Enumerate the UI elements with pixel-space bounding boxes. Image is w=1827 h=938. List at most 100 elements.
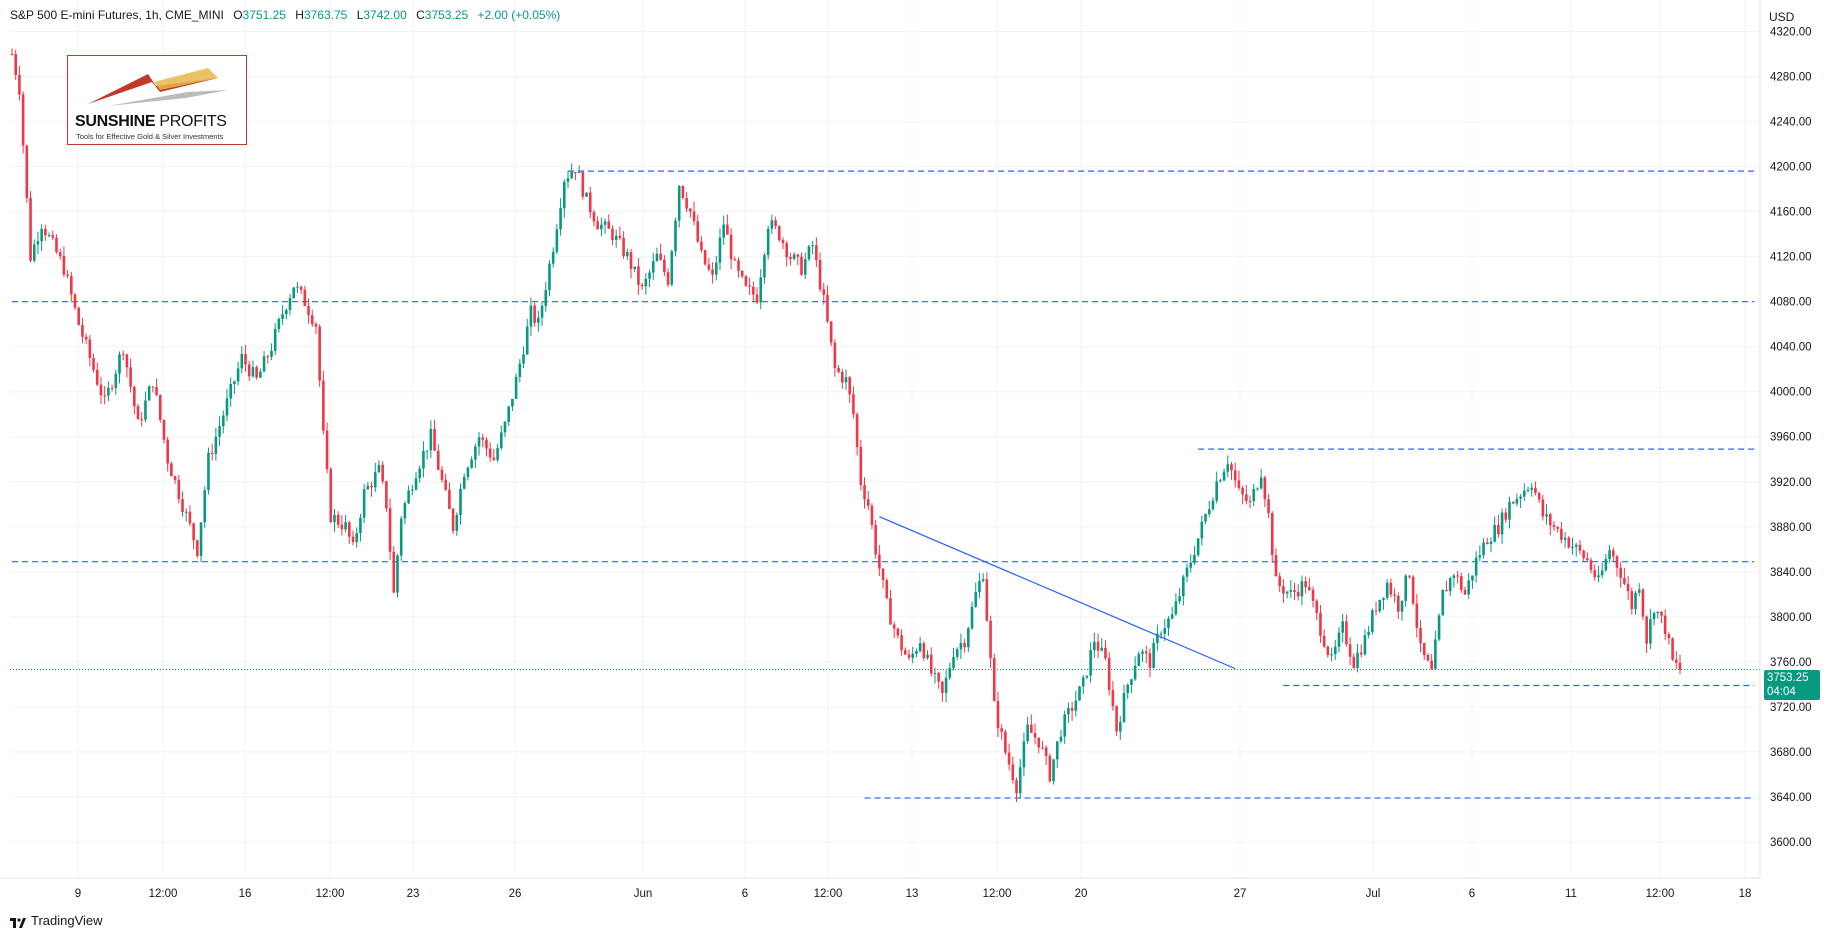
candle-body bbox=[1304, 581, 1307, 588]
candle-body bbox=[1333, 646, 1337, 655]
candle-body bbox=[255, 367, 258, 378]
trendline bbox=[879, 516, 1236, 670]
candle-body bbox=[292, 287, 296, 299]
tradingview-footer[interactable]: TradingView bbox=[10, 913, 103, 928]
candle-body bbox=[1126, 684, 1130, 693]
candle-body bbox=[499, 432, 503, 449]
high-label: H bbox=[295, 8, 304, 22]
candle-body bbox=[666, 272, 670, 285]
candle-body bbox=[785, 243, 788, 257]
candle-body bbox=[1007, 752, 1011, 765]
candle-body bbox=[1211, 500, 1215, 510]
candle-body bbox=[233, 381, 236, 385]
candle-body bbox=[722, 224, 725, 238]
candle-body bbox=[1415, 603, 1419, 628]
candle-body bbox=[789, 256, 792, 259]
candle-body bbox=[84, 336, 88, 340]
candle-body bbox=[192, 523, 195, 541]
x-tick-label: 16 bbox=[239, 888, 252, 900]
candle-body bbox=[978, 581, 981, 593]
x-tick-label: 23 bbox=[407, 888, 420, 900]
candle-body bbox=[281, 314, 284, 319]
candle-body bbox=[933, 672, 937, 674]
candle-body bbox=[614, 235, 618, 240]
candle-body bbox=[284, 310, 288, 315]
candle-body bbox=[855, 414, 859, 447]
candle-body bbox=[1256, 488, 1259, 490]
candle-body bbox=[1104, 647, 1107, 659]
y-tick-label: 3920.00 bbox=[1770, 477, 1812, 489]
candle-body bbox=[92, 358, 95, 370]
candle-body bbox=[781, 240, 785, 244]
candle-body bbox=[1485, 542, 1489, 545]
candle-body bbox=[10, 54, 14, 56]
candle-body bbox=[184, 511, 188, 513]
candle-body bbox=[885, 580, 889, 599]
y-tick-label: 4160.00 bbox=[1770, 207, 1812, 219]
trendline-segment bbox=[879, 516, 1236, 670]
candle-body bbox=[618, 235, 622, 239]
candle-body bbox=[1319, 613, 1322, 636]
candle-body bbox=[1215, 481, 1218, 501]
candle-body bbox=[1044, 747, 1048, 756]
candle-body bbox=[466, 467, 470, 477]
candle-body bbox=[162, 419, 166, 440]
candle-body bbox=[1233, 470, 1237, 481]
candle-body bbox=[29, 197, 32, 261]
candle-body bbox=[752, 286, 755, 295]
candle-body bbox=[1259, 477, 1263, 489]
candle-body bbox=[707, 264, 711, 270]
x-tick-label: 18 bbox=[1739, 888, 1752, 900]
candle-body bbox=[259, 371, 262, 378]
candle-body bbox=[551, 251, 555, 264]
candle-body bbox=[1156, 633, 1159, 644]
candle-body bbox=[1541, 499, 1545, 517]
candle-body bbox=[1270, 512, 1274, 556]
candle-body bbox=[488, 448, 492, 458]
candle-body bbox=[1478, 555, 1482, 558]
candle-body bbox=[1393, 594, 1396, 596]
candle-body bbox=[603, 221, 607, 225]
candle-body bbox=[236, 368, 240, 382]
x-tick-label: 6 bbox=[1469, 888, 1475, 900]
candle-body bbox=[518, 363, 522, 377]
candle-body bbox=[1226, 464, 1230, 472]
candle-body bbox=[355, 533, 359, 543]
candle-body bbox=[1530, 487, 1534, 490]
candle-body bbox=[1463, 589, 1467, 595]
candle-body bbox=[481, 437, 485, 440]
candle-body bbox=[1000, 728, 1003, 732]
candle-body bbox=[1159, 633, 1163, 635]
candle-body bbox=[726, 224, 729, 235]
x-tick-label: 12:00 bbox=[983, 888, 1012, 900]
candle-body bbox=[73, 294, 77, 308]
candle-body bbox=[1111, 689, 1115, 707]
candle-body bbox=[1289, 590, 1293, 592]
candle-body bbox=[392, 551, 396, 593]
candle-body bbox=[922, 643, 926, 659]
candle-body bbox=[1282, 586, 1285, 594]
candle-body bbox=[1456, 575, 1459, 577]
candle-body bbox=[626, 251, 629, 257]
candle-body bbox=[878, 554, 881, 569]
candle-body bbox=[181, 499, 184, 513]
candle-body bbox=[1548, 514, 1552, 526]
candle-body bbox=[514, 376, 518, 399]
candle-body bbox=[436, 450, 440, 470]
candle-body bbox=[651, 261, 655, 273]
candle-body bbox=[1141, 651, 1144, 654]
candle-body bbox=[1152, 643, 1155, 669]
candle-body bbox=[114, 373, 118, 388]
currency-label[interactable]: USD bbox=[1769, 10, 1795, 24]
candle-body bbox=[270, 350, 273, 357]
candle-body bbox=[859, 446, 863, 486]
candle-body bbox=[1437, 615, 1441, 640]
candle-body bbox=[540, 305, 544, 318]
candle-body bbox=[318, 326, 321, 381]
y-tick-label: 3880.00 bbox=[1770, 522, 1812, 534]
candle-body bbox=[1474, 557, 1478, 576]
candle-body bbox=[44, 228, 47, 236]
candle-body bbox=[1315, 600, 1319, 614]
candle-body bbox=[51, 235, 55, 238]
